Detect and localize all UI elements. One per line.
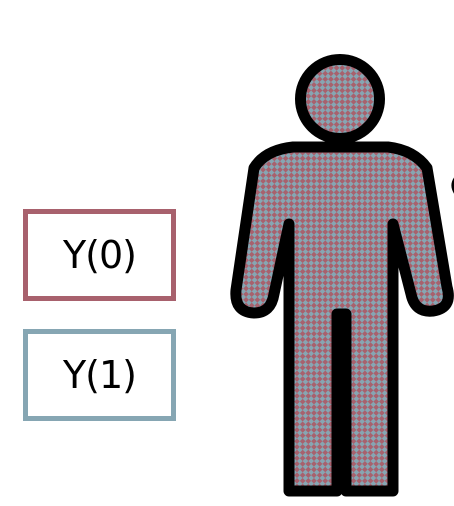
y1-label: Y(1) [62, 353, 137, 397]
y0-label: Y(0) [62, 233, 137, 277]
y1-label-box: Y(1) [23, 329, 176, 421]
edge-mark [451, 177, 454, 194]
person-head [295, 54, 385, 144]
y0-label-box: Y(0) [23, 209, 176, 301]
person-body [230, 141, 454, 497]
